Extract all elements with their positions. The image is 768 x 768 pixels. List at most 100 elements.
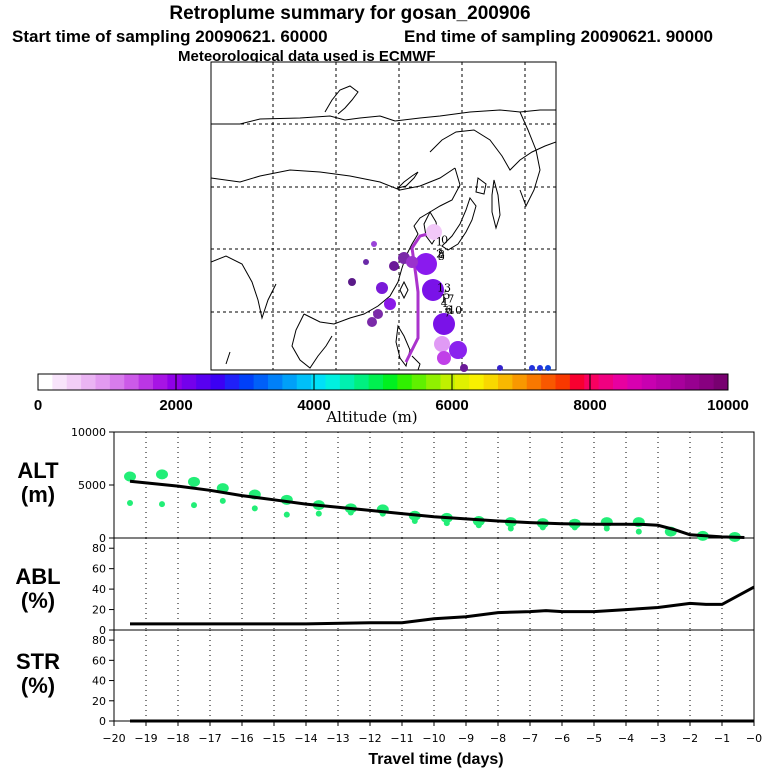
- colorbar-segment: [354, 374, 370, 390]
- alt-scatter-point: [315, 510, 322, 517]
- plume-label: 1: [436, 235, 443, 248]
- x-tick-label: −19: [134, 732, 157, 745]
- alt-scatter-point: [443, 520, 450, 527]
- colorbar-segment: [440, 374, 456, 390]
- colorbar-segment: [268, 374, 283, 390]
- kamchatka: [519, 111, 541, 208]
- colorbar-segment: [52, 374, 68, 390]
- arctic-coast: [211, 109, 556, 125]
- taiwan: [399, 280, 409, 300]
- end-time-label: End time of sampling 20090621. 90000: [404, 27, 713, 46]
- colorbar-segment: [196, 374, 211, 390]
- str-panel-unit: (%): [21, 673, 55, 698]
- colorbar-segment: [253, 374, 269, 390]
- colorbar-segment: [109, 374, 125, 390]
- x-tick-label: −2: [682, 732, 698, 745]
- alt-scatter-point: [251, 505, 258, 512]
- philippines-south: [411, 355, 421, 370]
- abl-ytick-label: 20: [92, 604, 106, 617]
- start-time-label: Start time of sampling 20090621. 60000: [12, 27, 328, 46]
- korean-peninsula: [423, 210, 439, 245]
- colorbar-segment: [454, 374, 470, 390]
- alt-ytick-label: 5000: [78, 479, 106, 492]
- colorbar-segment: [469, 374, 485, 390]
- plume-label: 10: [448, 304, 462, 317]
- str-ytick-label: 60: [92, 654, 106, 667]
- x-tick-label: −16: [230, 732, 253, 745]
- india-coast: [211, 255, 277, 320]
- colorbar-segment: [153, 374, 168, 390]
- colorbar-segment: [512, 374, 528, 390]
- colorbar-segment: [670, 374, 686, 390]
- colorbar-segment: [699, 374, 715, 390]
- colorbar-segment: [181, 374, 197, 390]
- alt-series-line: [129, 479, 745, 539]
- plume-label: 17: [440, 292, 454, 305]
- plume-cluster-e: [384, 298, 396, 310]
- alt-scatter-point: [411, 518, 418, 525]
- colorbar-segment: [210, 374, 226, 390]
- colorbar-segment: [95, 374, 111, 390]
- colorbar: 0 2000 4000 6000 8000 10000: [34, 373, 749, 414]
- sakhalin: [491, 179, 501, 230]
- str-ytick-label: 20: [92, 695, 106, 708]
- colorbar-segment: [239, 374, 255, 390]
- plume-path: [404, 230, 436, 363]
- x-tick-label: −11: [390, 732, 413, 745]
- plume-label: 13: [437, 282, 451, 295]
- inland-border: [211, 167, 456, 191]
- alt-scatter-point: [191, 502, 197, 509]
- colorbar-segment: [656, 374, 671, 390]
- colorbar-segment: [584, 374, 600, 390]
- x-tick-label: −5: [586, 732, 602, 745]
- alt-ytick-label: 10000: [71, 426, 106, 439]
- plume-cluster-n: [537, 365, 543, 371]
- colorbar-tick-label: 6000: [435, 397, 468, 414]
- colorbar-segment: [282, 374, 298, 390]
- colorbar-segment: [66, 374, 82, 390]
- plume-track: [348, 224, 551, 372]
- map-frame: [210, 61, 557, 371]
- colorbar-segment: [38, 374, 53, 390]
- alt-scatter-point: [603, 525, 610, 532]
- plume-cluster-o: [545, 365, 551, 371]
- plume-cluster-c: [406, 256, 418, 268]
- plume-label: 5: [443, 289, 450, 302]
- x-tick-label: −10: [422, 732, 445, 745]
- alt-scatter-point: [159, 501, 165, 508]
- abl-series-line: [130, 585, 755, 626]
- plume-cluster-7: [437, 351, 451, 365]
- colorbar-segment: [613, 374, 628, 390]
- lake-baikal: [396, 171, 419, 189]
- x-tick-label: −8: [490, 732, 506, 745]
- str-ytick-label: 40: [92, 675, 106, 688]
- alt-panel-unit: (m): [21, 482, 55, 507]
- colorbar-segment: [81, 374, 96, 390]
- str-ytick-label: 80: [92, 634, 106, 647]
- plume-label: 6: [445, 303, 452, 316]
- x-tick-label: −4: [618, 732, 634, 745]
- colorbar-segment: [684, 374, 700, 390]
- x-tick-label: −12: [358, 732, 381, 745]
- colorbar-segment: [138, 374, 154, 390]
- plume-cluster-b: [389, 261, 399, 271]
- str-panel-title: STR: [16, 649, 60, 674]
- colorbar-frame: [37, 373, 729, 391]
- colorbar-tick-label: 10000: [707, 397, 749, 414]
- x-tick-label: −17: [198, 732, 221, 745]
- colorbar-segment: [167, 374, 183, 390]
- alt-scatter-point: [539, 524, 546, 531]
- philippines: [395, 324, 411, 368]
- x-tick-label: −6: [554, 732, 570, 745]
- alt-scatter-point: [219, 497, 226, 504]
- plume-cluster-j: [371, 241, 377, 247]
- alt-scatter-point: [475, 522, 482, 529]
- colorbar-segment: [426, 374, 441, 390]
- plume-cluster-g: [367, 317, 377, 327]
- abl-panel-title: ABL: [15, 564, 60, 589]
- colorbar-segment: [713, 374, 729, 390]
- colorbar-segment: [124, 374, 140, 390]
- alt-scatter-point: [127, 500, 133, 507]
- colorbar-tick-label: 2000: [159, 397, 192, 414]
